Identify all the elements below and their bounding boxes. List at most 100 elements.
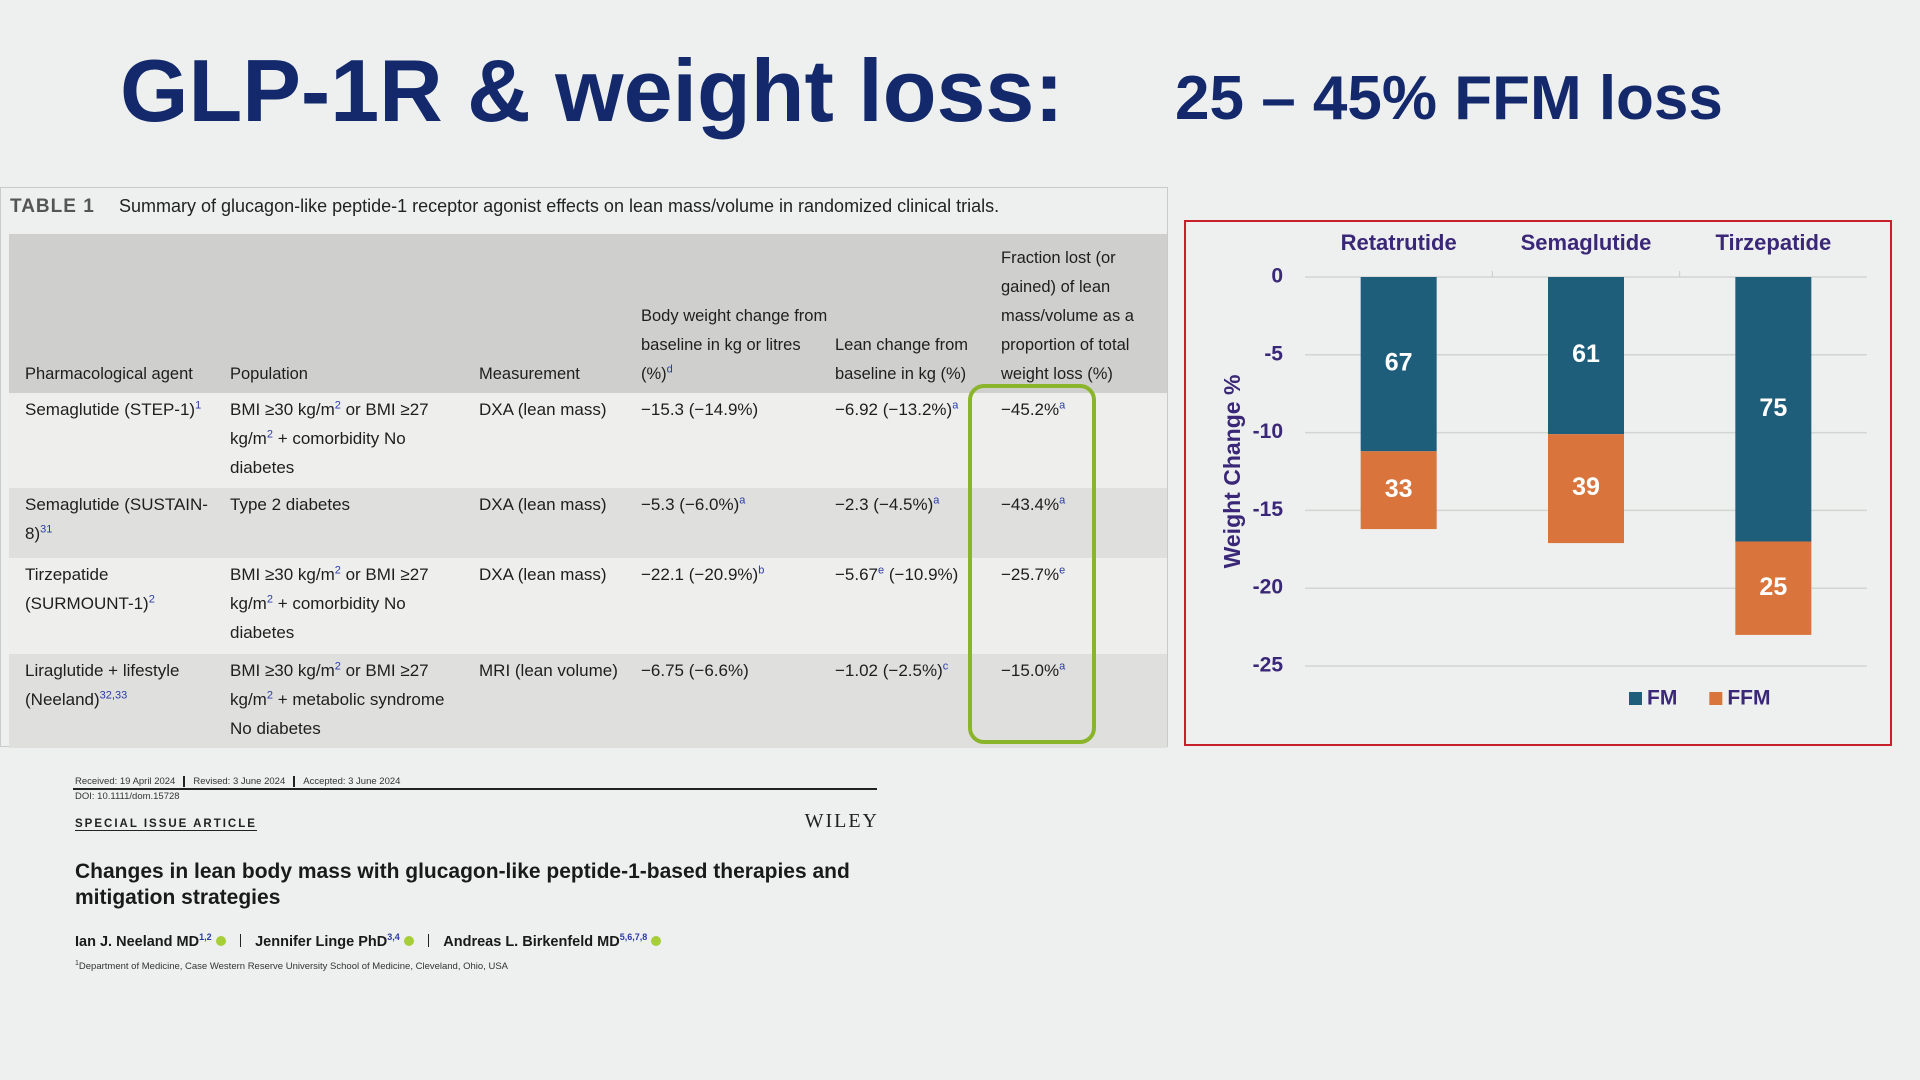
affil-text: Department of Medicine, Case Western Res… [78, 961, 509, 973]
table-cell: Liraglutide + lifestyle (Neeland)32,33 [25, 656, 220, 714]
table-cell: Type 2 diabetes [230, 490, 470, 519]
table-cell: BMI ≥30 kg/m2 or BMI ≥27 kg/m2 + comorbi… [230, 395, 470, 482]
author-name: Jennifer Linge PhD [255, 933, 388, 950]
table-row-bg [9, 488, 1167, 558]
cell-text: −15.0% [1001, 661, 1060, 680]
y-tick-label: -10 [1253, 420, 1283, 443]
segment-label: 33 [1385, 475, 1413, 503]
cell-text: Tirzepatide (SURMOUNT-1) [25, 565, 149, 613]
cell-text: −45.2% [1001, 400, 1060, 419]
highlight-box [968, 384, 1096, 744]
header-text: Measurement [479, 360, 637, 389]
cell-text: + metabolic syndrome No diabetes [230, 690, 445, 738]
legend-label: FFM [1727, 687, 1770, 710]
cell-text: + comorbidity No diabetes [230, 429, 406, 477]
chart-border [1184, 220, 1892, 746]
table-header-cell: Population [230, 234, 470, 389]
cell-text: Semaglutide (SUSTAIN-8) [25, 495, 208, 543]
table-cell: Semaglutide (SUSTAIN-8)31 [25, 490, 220, 548]
paper-date: Accepted: 3 June 2024 [303, 776, 401, 787]
cell-text: Semaglutide (STEP-1) [25, 400, 196, 419]
cell-text: DXA (lean mass) [479, 565, 607, 584]
table-cell: −15.3 (−14.9%) [641, 395, 831, 424]
y-axis-title: Weight Change % [1219, 375, 1245, 569]
x-tick-label: Semaglutide [1521, 230, 1652, 255]
bar-segment [1735, 541, 1812, 635]
header-text: Fraction lost (or gained) of lean mass/v… [1001, 244, 1166, 389]
superscript: 2 [334, 399, 341, 412]
table-row-bg [9, 393, 1167, 488]
paper-title: Changes in lean body mass with glucagon-… [75, 860, 850, 909]
superscript: b [758, 564, 765, 577]
bar-segment [1360, 451, 1437, 530]
author: Ian J. Neeland MD1,2 [75, 932, 226, 950]
table-cell: −43.4%a [1001, 490, 1166, 519]
paper-header: Received: 19 April 2024 Revised: 3 June 2… [73, 770, 879, 980]
table-cell: DXA (lean mass) [479, 490, 637, 519]
slide-title: GLP-1R & weight loss: [120, 41, 1064, 140]
author-affil: 1,2 [199, 932, 212, 942]
author: Andreas L. Birkenfeld MD5,6,7,8 [443, 932, 662, 950]
cell-text: Body weight change from baseline in kg o… [641, 307, 828, 383]
paper-section: SPECIAL ISSUE ARTICLE [75, 818, 257, 831]
table-cell: −22.1 (−20.9%)b [641, 560, 831, 589]
legend-label: FM [1647, 687, 1677, 710]
cell-text: −6.92 (−13.2%) [835, 400, 953, 419]
cell-text: Lean change from baseline in kg (%) [835, 336, 969, 383]
table-cell: −5.3 (−6.0%)a [641, 490, 831, 519]
table-cell: −1.02 (−2.5%)c [835, 656, 1000, 685]
superscript: 2 [334, 564, 341, 577]
bar-segment [1735, 277, 1812, 542]
superscript: 2 [148, 593, 155, 606]
superscript: a [1059, 399, 1066, 412]
table-cell: −6.92 (−13.2%)a [835, 395, 1000, 424]
cell-text: −5.67 [835, 565, 879, 584]
paper-date: Revised: 3 June 2024 [193, 776, 286, 787]
superscript: e [878, 564, 885, 577]
header-text: Pharmacological agent [25, 360, 220, 389]
cell-text: or BMI ≥27 kg/m [230, 661, 429, 709]
table-cell: BMI ≥30 kg/m2 or BMI ≥27 kg/m2 + metabol… [230, 656, 470, 743]
table-row-bg [9, 558, 1167, 654]
bar-segment [1360, 277, 1437, 452]
cell-text: BMI ≥30 kg/m [230, 565, 335, 584]
separator [183, 776, 186, 787]
rule [73, 788, 877, 790]
superscript: 32,33 [99, 689, 128, 702]
y-tick-label: -25 [1253, 654, 1284, 677]
cell-text: Type 2 diabetes [230, 495, 351, 514]
superscript: a [1059, 660, 1066, 673]
table-header-cell: Fraction lost (or gained) of lean mass/v… [1001, 234, 1166, 389]
cell-text: −2.3 (−4.5%) [835, 495, 934, 514]
cell-text: DXA (lean mass) [479, 495, 607, 514]
separator [427, 934, 430, 948]
cell-text: −25.7% [1001, 565, 1060, 584]
table-cell: −6.75 (−6.6%) [641, 656, 831, 685]
table-header-cell: Lean change from baseline in kg (%) [835, 234, 1000, 389]
cell-text: + comorbidity No diabetes [230, 594, 406, 642]
table-label: TABLE 1 [10, 196, 95, 217]
table-header-cell: Body weight change from baseline in kg o… [641, 234, 831, 389]
table-cell: −25.7%e [1001, 560, 1166, 589]
segment-label: 25 [1759, 573, 1787, 601]
table-header-cell: Pharmacological agent [25, 234, 220, 389]
table-header-bg [9, 234, 1167, 393]
orcid-icon [403, 935, 414, 946]
cell-text: −15.3 (−14.9%) [641, 400, 759, 419]
paper-dates: Received: 19 April 2024 Revised: 3 June 2… [75, 776, 400, 787]
cell-text: Pharmacological agent [25, 365, 193, 383]
segment-label: 61 [1572, 340, 1600, 368]
cell-text: Population [230, 365, 308, 383]
x-tick-label: Tirzepatide [1715, 230, 1831, 255]
segment-label: 75 [1759, 394, 1787, 422]
author-name: Ian J. Neeland MD [75, 933, 200, 950]
slide-subtitle: 25 – 45% FFM loss [1175, 64, 1723, 133]
table-cell: −15.0%a [1001, 656, 1166, 685]
superscript: 31 [40, 523, 53, 536]
superscript: d [666, 363, 673, 376]
cell-text: BMI ≥30 kg/m [230, 661, 335, 680]
paper-date: Received: 19 April 2024 [75, 776, 176, 787]
table-cell: DXA (lean mass) [479, 395, 637, 424]
superscript: 2 [334, 660, 341, 673]
segment-label: 67 [1385, 349, 1413, 377]
